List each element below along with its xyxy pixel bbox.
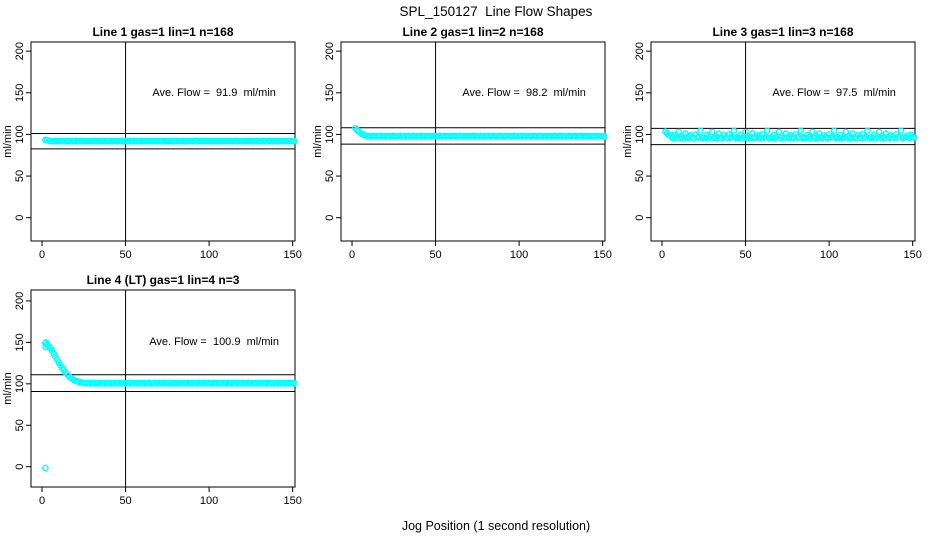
y-tick-label: 50: [324, 170, 336, 182]
data-point: [844, 134, 851, 142]
y-axis-title: ml/min: [2, 372, 14, 404]
data-point: [677, 134, 684, 142]
panel-3-ave-flow-label: Ave. Flow = 97.5 ml/min: [772, 86, 896, 99]
y-axis-title: ml/min: [2, 125, 14, 157]
data-point: [804, 131, 811, 139]
y-tick-label: 0: [14, 215, 26, 221]
y-tick-label: 50: [14, 170, 26, 182]
x-tick-label: 50: [739, 249, 751, 261]
data-point: [870, 131, 878, 139]
data-point: [601, 133, 608, 140]
plot-main-title: SPL_150127 Line Flow Shapes: [399, 4, 593, 19]
data-point: [864, 127, 871, 134]
data-point: [764, 127, 771, 134]
x-tick-label: 150: [903, 249, 921, 261]
data-point: [737, 131, 744, 139]
data-point: [290, 137, 298, 145]
y-tick-label: 150: [14, 84, 26, 102]
y-tick-label: 100: [634, 125, 646, 143]
data-point: [770, 131, 778, 139]
plot-box: [650, 41, 916, 242]
data-point: [743, 134, 751, 142]
x-tick-label: 50: [119, 495, 131, 507]
x-tick-label: 100: [820, 249, 838, 261]
plot-box: [30, 289, 296, 488]
data-point: [775, 128, 783, 136]
data-point: [662, 128, 669, 135]
y-tick-label: 200: [14, 42, 26, 60]
y-tick-label: 50: [634, 170, 646, 182]
y-tick-label: 50: [14, 419, 26, 431]
data-point: [730, 127, 738, 134]
data-point: [777, 134, 785, 142]
y-axis-title: ml/min: [622, 125, 634, 157]
y-tick-label: 0: [634, 215, 646, 221]
data-point: [63, 370, 71, 378]
x-tick-label: 50: [429, 249, 441, 261]
y-tick-label: 0: [324, 215, 336, 221]
data-point: [897, 127, 905, 134]
data-point: [842, 128, 850, 136]
data-point: [911, 134, 918, 141]
y-tick-label: 150: [14, 333, 26, 351]
y-tick-label: 0: [14, 464, 26, 470]
x-tick-label: 50: [119, 249, 131, 261]
data-point: [708, 128, 716, 136]
data-point: [877, 134, 885, 142]
x-tick-label: 100: [200, 249, 218, 261]
data-point: [290, 379, 298, 387]
data-point: [42, 464, 49, 472]
y-tick-label: 100: [14, 125, 26, 143]
y-axis-title: ml/min: [312, 125, 324, 157]
data-point: [703, 131, 711, 139]
data-point: [830, 127, 838, 134]
plot-box: [340, 41, 606, 242]
y-tick-label: 100: [324, 125, 336, 143]
panel-1-title: Line 1 gas=1 lin=1 n=168: [92, 25, 234, 39]
x-axis-label: Jog Position (1 second resolution): [401, 519, 591, 533]
x-tick-label: 0: [659, 249, 665, 261]
data-point: [42, 343, 50, 351]
y-tick-label: 150: [324, 84, 336, 102]
data-point: [875, 128, 883, 136]
x-tick-label: 150: [283, 495, 301, 507]
x-tick-label: 100: [200, 495, 218, 507]
data-point: [742, 128, 749, 136]
y-tick-label: 200: [634, 42, 646, 60]
x-tick-label: 0: [39, 495, 45, 507]
panel-2-title: Line 2 gas=1 lin=2 n=168: [402, 25, 544, 39]
data-point: [810, 134, 818, 142]
x-tick-label: 150: [593, 249, 611, 261]
x-tick-label: 0: [39, 249, 45, 261]
x-tick-label: 100: [510, 249, 528, 261]
data-point: [902, 133, 910, 141]
data-point: [809, 128, 816, 136]
y-tick-label: 100: [14, 375, 26, 393]
x-tick-label: 0: [349, 249, 355, 261]
x-tick-label: 150: [283, 249, 301, 261]
panel-1-ave-flow-label: Ave. Flow = 91.9 ml/min: [152, 86, 276, 99]
data-point: [675, 128, 683, 136]
panel-4-title: Line 4 (LT) gas=1 lin=4 n=3: [86, 273, 240, 287]
data-point: [837, 131, 845, 139]
y-tick-label: 200: [14, 292, 26, 310]
data-point: [670, 131, 678, 139]
data-point: [797, 127, 805, 134]
y-tick-label: 150: [634, 84, 646, 102]
panel-3-title: Line 3 gas=1 lin=3 n=168: [712, 25, 854, 39]
panel-4-ave-flow-label: Ave. Flow = 100.9 ml/min: [149, 336, 279, 349]
data-point: [697, 127, 704, 134]
data-point: [352, 124, 359, 132]
y-tick-label: 200: [324, 42, 336, 60]
panel-2-ave-flow-label: Ave. Flow = 98.2 ml/min: [462, 86, 586, 99]
data-point: [710, 134, 718, 142]
